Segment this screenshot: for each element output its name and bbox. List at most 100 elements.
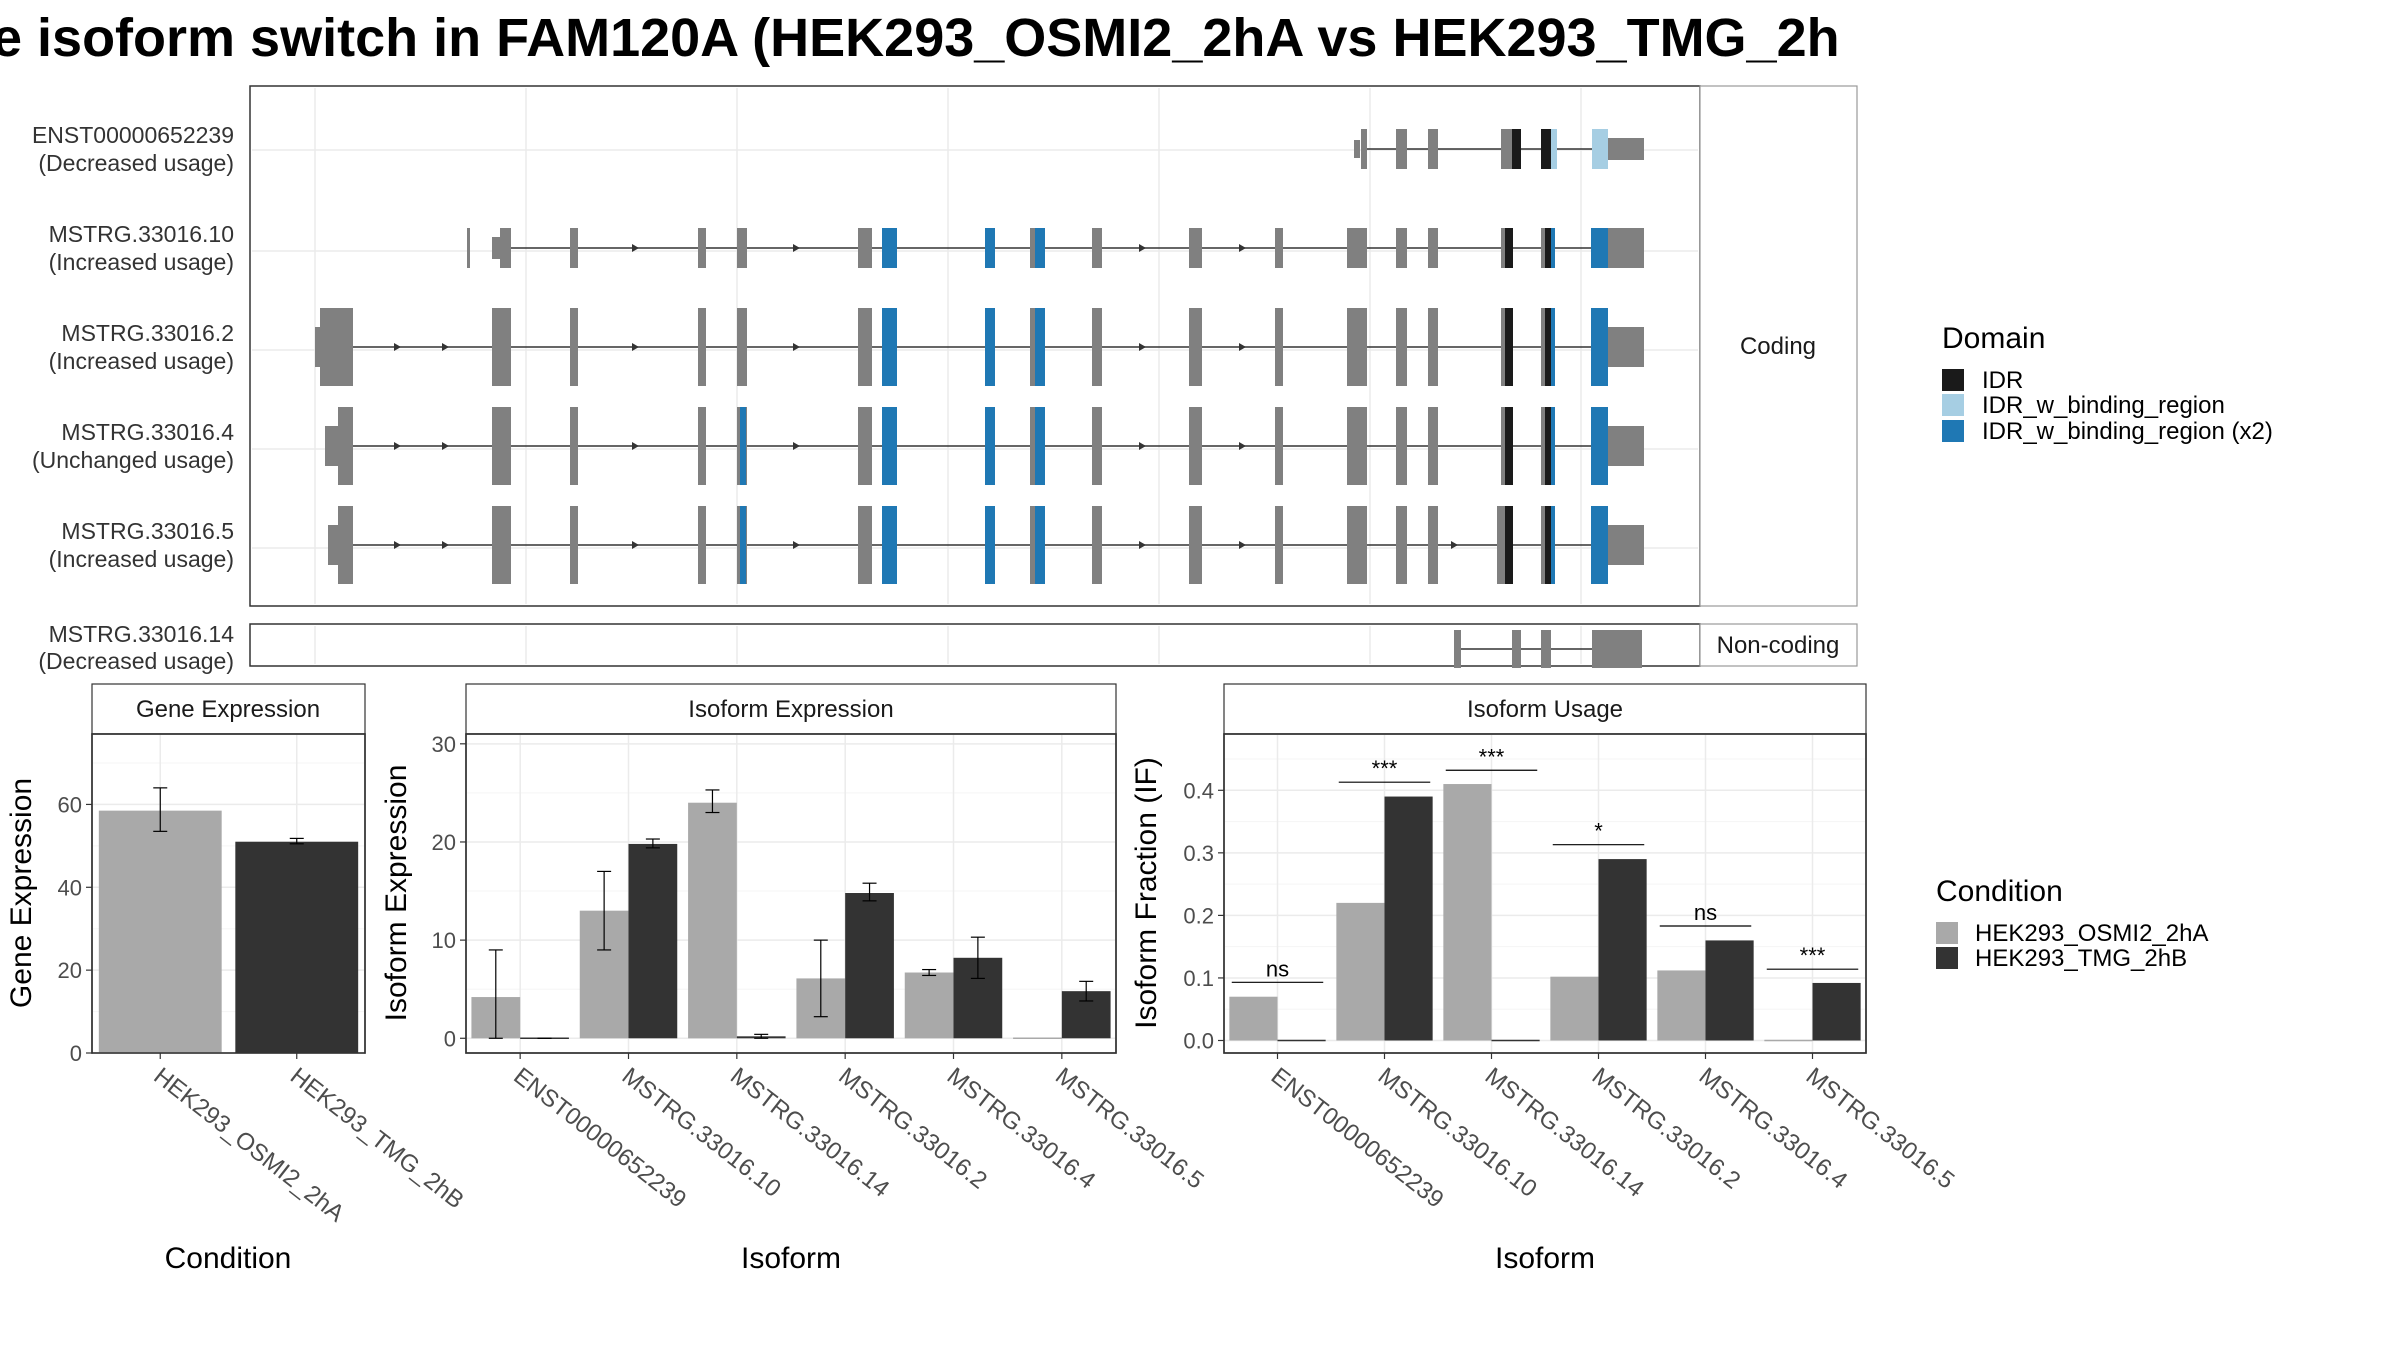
structure-panel: Coding Non-coding ENST00000652239 (Decre… [32, 85, 1858, 674]
idr-binding-domain-block [1591, 407, 1608, 485]
intron-arrow [632, 244, 639, 252]
exon-block [1347, 407, 1367, 485]
transcript-5-usage: (Increased usage) [49, 546, 234, 572]
intron-arrow [632, 541, 639, 549]
legend-key-tmg [1936, 947, 1958, 969]
transcript-5-name: MSTRG.33016.5 [61, 518, 234, 544]
intron-arrow [442, 541, 449, 549]
exon-block [1092, 506, 1102, 584]
intron-arrow [793, 541, 800, 549]
transcript-3-usage: (Increased usage) [49, 348, 234, 374]
bar-tmg [628, 843, 678, 1039]
y-tick-label: 10 [432, 928, 456, 953]
significance-label: *** [1372, 756, 1398, 781]
exon-block [1428, 129, 1438, 169]
isoform-usage-strip [1223, 683, 1867, 735]
intron-arrow [394, 343, 401, 351]
legend-key-osmi [1936, 922, 1958, 944]
exon-block [1092, 308, 1102, 386]
transcript-2-usage: (Increased usage) [49, 249, 234, 275]
bar-osmi [98, 810, 222, 1053]
intron-arrow [793, 343, 800, 351]
idr-domain-block [1545, 506, 1551, 584]
idr-binding-domain-block [1591, 228, 1608, 268]
intron-arrow [442, 343, 449, 351]
transcript-1-usage: (Decreased usage) [38, 150, 234, 176]
transcript-2-name: MSTRG.33016.10 [49, 221, 234, 247]
isoform-expression-chart: Isoform Expression 0102030ENST0000065223… [380, 683, 1209, 1275]
exon-block [1030, 308, 1035, 386]
exon-block [1396, 228, 1407, 268]
y-tick-label: 60 [58, 792, 82, 817]
exon-block [570, 228, 578, 268]
exon-block [698, 407, 706, 485]
y-tick-label: 0.1 [1183, 966, 1214, 991]
exon-block [315, 327, 323, 367]
exon-block [1347, 228, 1367, 268]
exon-block [1396, 308, 1407, 386]
exon-block [698, 228, 706, 268]
exon-block [492, 407, 511, 485]
legend-label-tmg: HEK293_TMG_2hB [1975, 945, 2187, 972]
idr-binding-domain-block [1598, 129, 1608, 169]
exon-block [1396, 407, 1407, 485]
exon-block [1361, 129, 1367, 169]
domain-legend: Domain IDR IDR_w_binding_region IDR_w_bi… [1942, 322, 2273, 445]
exon-block [1541, 630, 1551, 668]
exon-block [570, 308, 578, 386]
isoform-usage-strip-label: Isoform Usage [1467, 696, 1623, 723]
intron-arrow [793, 442, 800, 450]
transcript-tracks [315, 129, 1644, 668]
intron-arrow [1139, 343, 1146, 351]
significance-label: ns [1694, 900, 1717, 925]
exon-block [500, 228, 511, 268]
idr-binding-domain-block [1551, 308, 1555, 386]
exon-block [1189, 228, 1202, 268]
idr-binding-domain-block [882, 308, 897, 386]
exon-block [1428, 308, 1438, 386]
idr-domain-block [1512, 129, 1521, 169]
significance-label: * [1594, 819, 1603, 844]
exon-block [1608, 327, 1644, 367]
intron-arrow [1139, 541, 1146, 549]
idr-binding-domain-block [882, 407, 897, 485]
legend-key-idr-binding [1942, 394, 1964, 416]
idr-binding-domain-block [1551, 129, 1557, 169]
figure-title: e isoform switch in FAM120A (HEK293_OSMI… [0, 8, 1840, 68]
isoform-expression-ylabel: Isoform Expression [380, 765, 413, 1022]
y-tick-label: 20 [58, 958, 82, 983]
isoform-usage-xlabel: Isoform [1495, 1242, 1595, 1275]
noncoding-strip [1699, 623, 1858, 667]
idr-binding-domain-block [740, 407, 746, 485]
idr-binding-domain-block [985, 407, 995, 485]
exon-block [1454, 630, 1461, 668]
noncoding-strip-label: Non-coding [1717, 632, 1840, 659]
exon-block [1608, 426, 1644, 466]
exon-block [1396, 129, 1407, 169]
legend-key-idr [1942, 369, 1964, 391]
isoform-usage-plot-area-frame [1223, 733, 1867, 1054]
exon-block [737, 308, 747, 386]
y-tick-label: 0 [444, 1026, 456, 1051]
exon-block [858, 407, 862, 485]
exon-block [1608, 228, 1644, 268]
exon-block [570, 506, 578, 584]
idr-binding-domain-block [985, 228, 995, 268]
legend-key-idr-binding-x2 [1942, 420, 1964, 442]
condition-legend-title: Condition [1936, 875, 2063, 908]
exon-block [1189, 506, 1202, 584]
bar-osmi [904, 972, 954, 1039]
intron-arrow [632, 442, 639, 450]
exon-block [1347, 308, 1367, 386]
bar-tmg [1812, 982, 1861, 1041]
idr-binding-domain-block [1551, 407, 1555, 485]
y-tick-label: 0.3 [1183, 841, 1214, 866]
transcript-6-name: MSTRG.33016.14 [49, 621, 235, 647]
intron-arrow [1451, 541, 1458, 549]
exon-block [1354, 140, 1360, 158]
idr-binding-domain-block [1591, 308, 1608, 386]
isoform-expression-strip [465, 683, 1117, 735]
exon-block [1275, 407, 1283, 485]
idr-domain-block [1505, 228, 1513, 268]
